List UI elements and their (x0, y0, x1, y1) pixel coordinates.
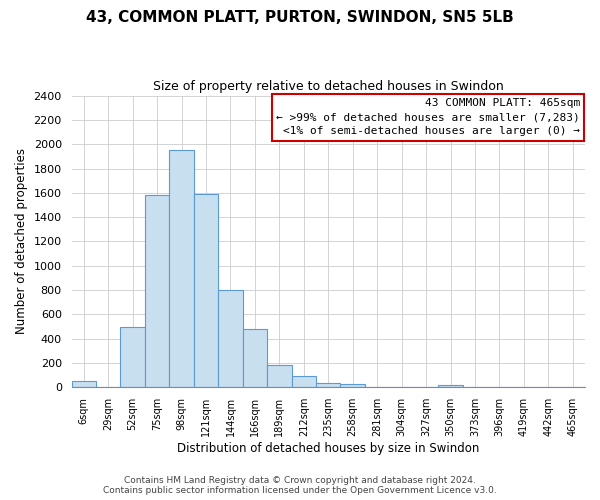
Title: Size of property relative to detached houses in Swindon: Size of property relative to detached ho… (153, 80, 503, 93)
Bar (292, 376, 316, 388)
Bar (71, 382, 96, 388)
Text: Contains HM Land Registry data © Crown copyright and database right 2024.
Contai: Contains HM Land Registry data © Crown c… (103, 476, 497, 495)
Bar (267, 365, 292, 388)
Bar (121, 326, 145, 388)
Bar (169, 150, 194, 388)
Text: 43, COMMON PLATT, PURTON, SWINDON, SN5 5LB: 43, COMMON PLATT, PURTON, SWINDON, SN5 5… (86, 10, 514, 25)
Text: 43 COMMON PLATT: 465sqm
← >99% of detached houses are smaller (7,283)
<1% of sem: 43 COMMON PLATT: 465sqm ← >99% of detach… (276, 98, 580, 136)
Bar (340, 384, 365, 388)
Bar (218, 290, 242, 388)
Bar (194, 194, 218, 388)
Bar (438, 385, 463, 388)
Bar (316, 383, 340, 388)
Bar (242, 329, 267, 388)
Bar (145, 196, 169, 388)
Y-axis label: Number of detached properties: Number of detached properties (15, 148, 28, 334)
X-axis label: Distribution of detached houses by size in Swindon: Distribution of detached houses by size … (177, 442, 479, 455)
